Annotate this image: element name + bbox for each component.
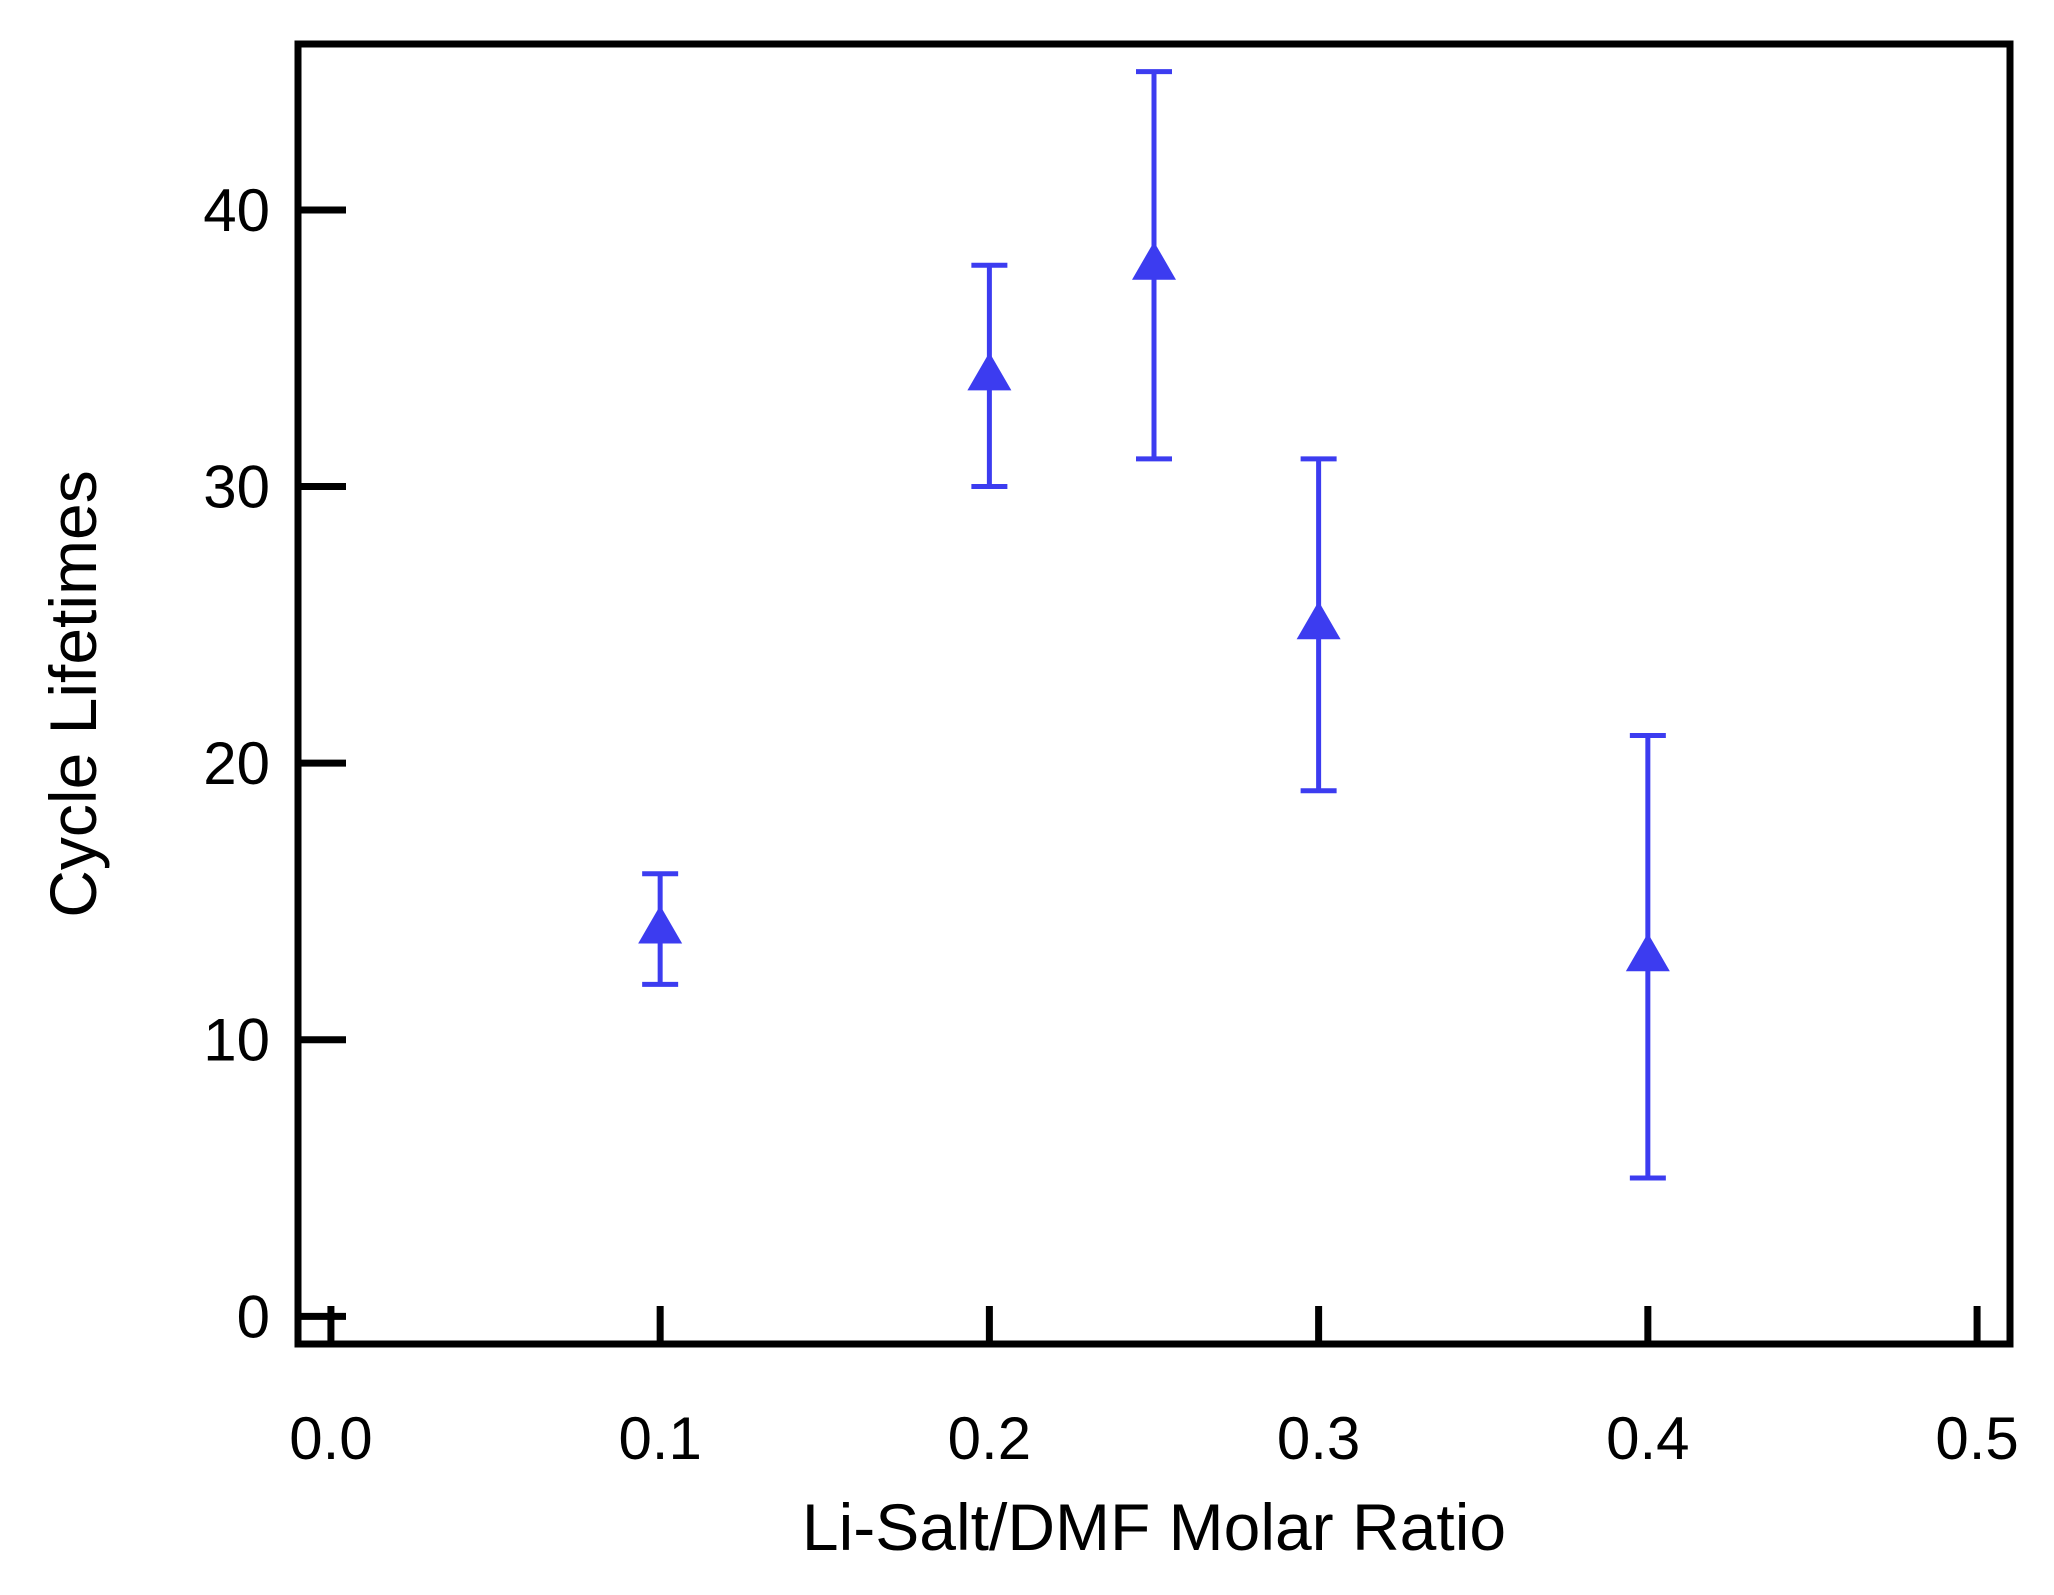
triangle-marker [967,352,1012,391]
x-axis-ticks: 0.0 0.1 0.2 0.3 0.4 0.5 [289,1306,2019,1472]
triangle-marker [1296,601,1341,640]
x-tick-label: 0.1 [618,1405,701,1472]
data-point [967,262,1012,490]
x-axis-label: Li-Salt/DMF Molar Ratio [802,1490,1506,1564]
y-tick-label: 10 [203,1007,270,1074]
x-tick-label: 0.3 [1277,1405,1360,1472]
chart-marks [638,69,1670,1181]
data-point [1296,456,1341,794]
y-tick-label: 30 [203,454,270,521]
y-tick-label: 40 [203,177,270,244]
triangle-marker [1625,933,1670,972]
triangle-marker [638,905,683,944]
x-tick-label: 0.5 [1935,1405,2018,1472]
x-tick-label: 0.4 [1606,1405,1689,1472]
y-tick-label: 0 [237,1283,270,1350]
data-point [1132,69,1176,462]
y-axis-ticks: 0 10 20 30 40 [203,177,346,1350]
y-tick-label: 20 [203,730,270,797]
data-point [1625,732,1670,1181]
triangle-marker [1132,241,1176,280]
data-point [638,871,683,987]
x-tick-label: 0.0 [289,1405,372,1472]
x-tick-label: 0.2 [948,1405,1031,1472]
plot-frame [294,40,2014,1348]
y-axis-label: Cycle Lifetimes [36,470,110,917]
